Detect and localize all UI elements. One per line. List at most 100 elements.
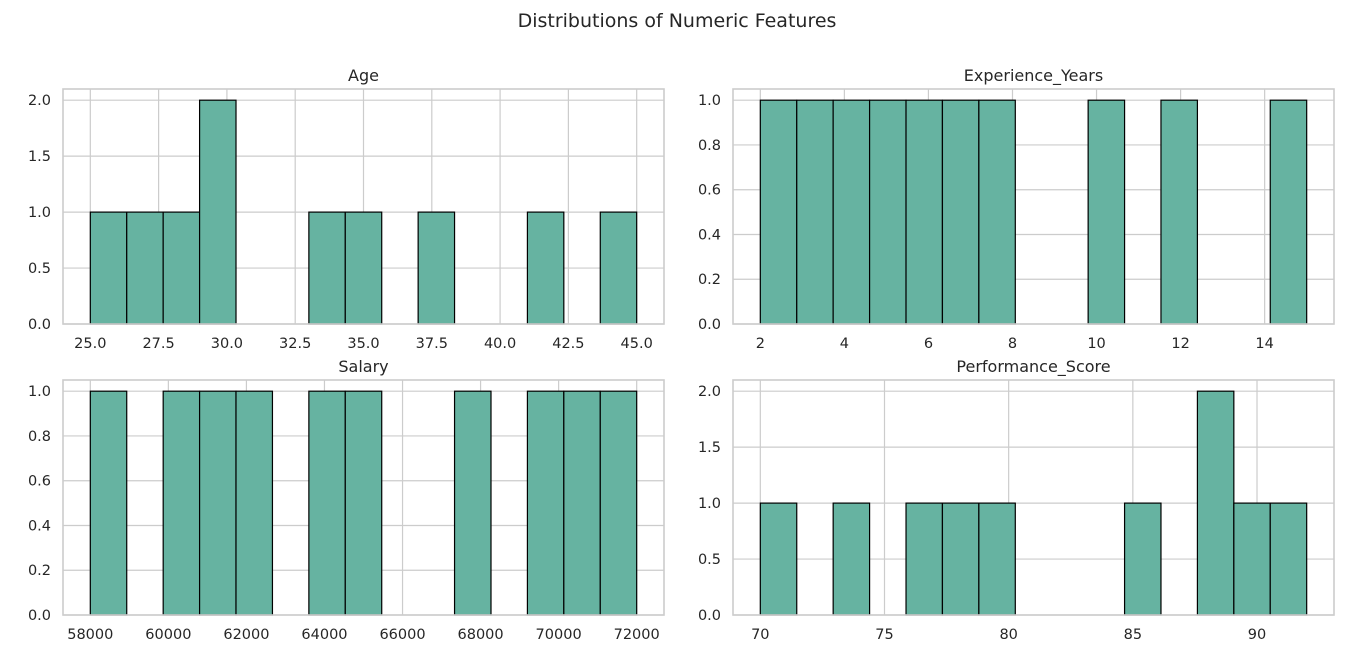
y-tick-label: 1.0 xyxy=(698,93,721,109)
x-tick-label: 64000 xyxy=(301,627,347,643)
histogram-bar xyxy=(126,211,164,325)
x-tick-label: 10 xyxy=(1087,336,1105,352)
axes-frame xyxy=(62,379,665,616)
histogram-bar xyxy=(1233,502,1271,616)
histogram-bar xyxy=(1087,99,1126,325)
subplot-4: Performance_Score 70 75 80 85 90 0.0 0.5 1.0 1.5 2… xyxy=(698,357,1335,643)
x-tick-label: 30.0 xyxy=(211,336,243,352)
histogram-bar xyxy=(1196,390,1235,616)
histogram-bar xyxy=(344,390,383,616)
histogram-bar xyxy=(162,390,201,616)
x-tick-label: 40.0 xyxy=(484,336,516,352)
x-tick-label: 35.0 xyxy=(347,336,379,352)
histogram-bar xyxy=(1269,99,1308,325)
x-tick-label: 2 xyxy=(756,336,765,352)
y-tick-label: 0.8 xyxy=(698,138,721,154)
histogram-bar xyxy=(162,211,201,325)
x-tick-label: 27.5 xyxy=(142,336,174,352)
histogram-bar xyxy=(832,502,871,616)
y-tick-label: 1.5 xyxy=(698,440,721,456)
y-tick-label: 2.0 xyxy=(28,93,51,109)
x-tick-label: 68000 xyxy=(458,627,504,643)
subplot-2: Experience_Years 2 4 6 8 10 12 14 0.0 0.2 0.4 0.6 0.… xyxy=(698,66,1335,352)
x-tick-label: 85 xyxy=(1124,627,1142,643)
axes-frame xyxy=(62,88,665,325)
histogram-bar xyxy=(941,99,980,325)
histogram-bar xyxy=(198,99,237,325)
histogram-bar xyxy=(89,211,128,325)
histogram-bar xyxy=(308,390,346,616)
y-tick-label: 0.0 xyxy=(698,317,721,333)
x-tick-label: 14 xyxy=(1255,336,1273,352)
histogram-bar xyxy=(599,211,638,325)
histogram-bar xyxy=(235,390,274,616)
x-tick-label: 70 xyxy=(751,627,769,643)
y-tick-label: 0.4 xyxy=(28,518,51,534)
histogram-bar xyxy=(905,99,944,325)
subplot-3: Salary 58000 60000 62000 64000 66000 68000 7000… xyxy=(28,357,665,643)
x-tick-label: 62000 xyxy=(223,627,269,643)
histogram-bar xyxy=(759,502,798,616)
y-tick-label: 1.5 xyxy=(28,149,51,165)
x-tick-label: 6 xyxy=(924,336,933,352)
x-tick-label: 4 xyxy=(840,336,849,352)
y-tick-label: 0.0 xyxy=(28,608,51,624)
subplot-title: Performance_Score xyxy=(956,357,1110,377)
histogram-bar xyxy=(978,99,1016,325)
y-tick-label: 0.5 xyxy=(698,552,721,568)
histogram-bar xyxy=(905,502,944,616)
y-tick-label: 0.8 xyxy=(28,429,51,445)
x-tick-label: 45.0 xyxy=(621,336,653,352)
x-tick-label: 32.5 xyxy=(279,336,311,352)
y-tick-label: 0.6 xyxy=(28,474,51,490)
histogram-bar xyxy=(1123,502,1162,616)
x-tick-label: 72000 xyxy=(614,627,660,643)
subplot-title: Age xyxy=(348,66,379,85)
y-tick-label: 0.2 xyxy=(28,563,51,579)
histogram-bar xyxy=(417,211,456,325)
x-tick-label: 42.5 xyxy=(552,336,584,352)
histogram-bar xyxy=(563,390,601,616)
x-tick-label: 12 xyxy=(1171,336,1189,352)
histogram-bar xyxy=(344,211,383,325)
axes-frame xyxy=(732,379,1335,616)
y-tick-label: 1.0 xyxy=(698,496,721,512)
histogram-bar xyxy=(941,502,980,616)
histogram-bar xyxy=(526,211,565,325)
subplot-1: Age 25.0 27.5 30.0 32.5 35.0 37.5 40.0 42.5 45.0 0… xyxy=(28,66,665,352)
subplot-title: Experience_Years xyxy=(964,66,1103,86)
axes-frame xyxy=(732,88,1335,325)
histogram-bar xyxy=(89,390,128,616)
histogram-bar xyxy=(868,99,907,325)
x-tick-label: 90 xyxy=(1248,627,1266,643)
x-tick-label: 66000 xyxy=(379,627,425,643)
histogram-bar xyxy=(978,502,1016,616)
y-tick-label: 0.0 xyxy=(28,317,51,333)
x-tick-label: 37.5 xyxy=(416,336,448,352)
histogram-bar xyxy=(796,99,834,325)
y-tick-label: 1.0 xyxy=(28,205,51,221)
y-tick-label: 0.6 xyxy=(698,183,721,199)
histogram-bar xyxy=(1160,99,1199,325)
y-tick-label: 2.0 xyxy=(698,384,721,400)
subplot-title: Salary xyxy=(338,357,388,376)
histogram-bar xyxy=(1269,502,1308,616)
y-tick-label: 1.0 xyxy=(28,384,51,400)
x-tick-label: 80 xyxy=(999,627,1017,643)
histogram-bar xyxy=(526,390,565,616)
histogram-bar xyxy=(198,390,237,616)
x-tick-label: 75 xyxy=(875,627,893,643)
y-tick-label: 0.0 xyxy=(698,608,721,624)
y-tick-label: 0.4 xyxy=(698,227,721,243)
figure-title: Distributions of Numeric Features xyxy=(518,10,837,32)
histogram-bar xyxy=(759,99,798,325)
histogram-bar xyxy=(832,99,871,325)
histogram-bar xyxy=(308,211,346,325)
y-tick-label: 0.2 xyxy=(698,272,721,288)
x-tick-label: 8 xyxy=(1008,336,1017,352)
x-tick-label: 70000 xyxy=(536,627,582,643)
x-tick-label: 25.0 xyxy=(74,336,106,352)
x-tick-label: 60000 xyxy=(145,627,191,643)
